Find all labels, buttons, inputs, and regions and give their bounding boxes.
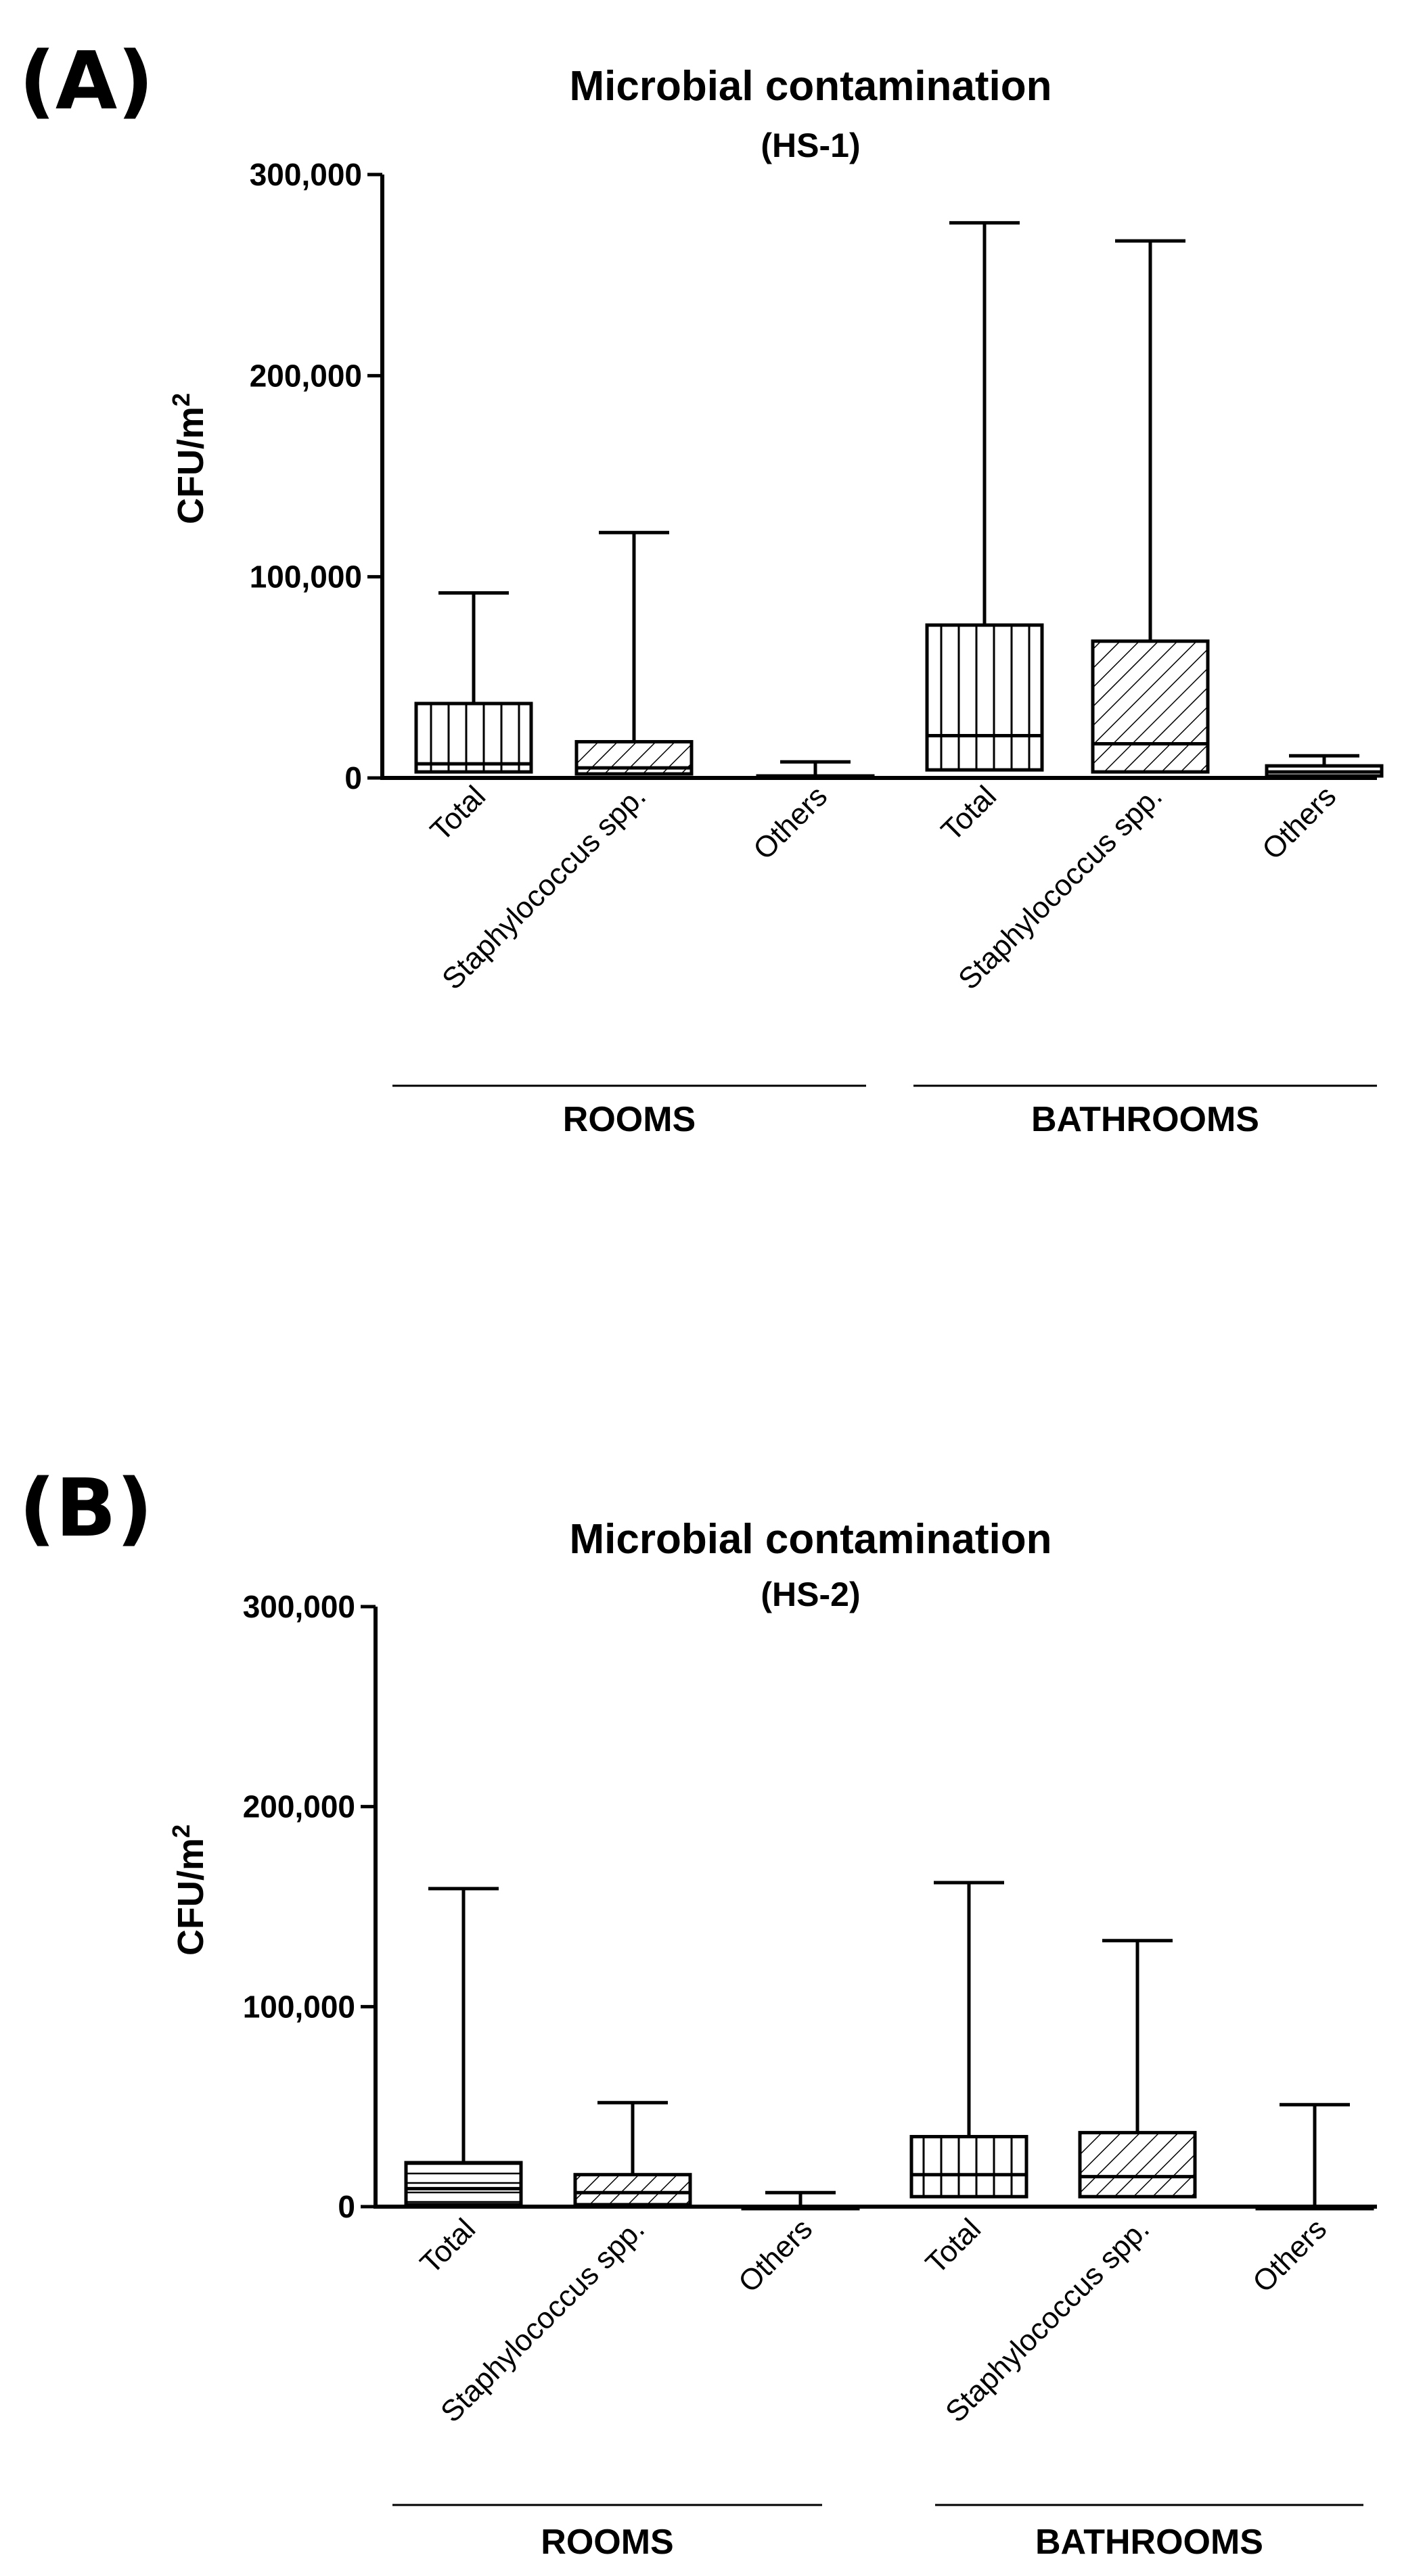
- box-plot: [909, 1881, 1028, 2199]
- panel-label-a: (A): [19, 34, 154, 127]
- box-plot: [1255, 2102, 1374, 2211]
- group-label: BATHROOMS: [1035, 2523, 1263, 2562]
- box-plot: [1265, 754, 1384, 778]
- y-tick-label: 200,000: [250, 358, 362, 393]
- box-iqr: [1091, 639, 1210, 774]
- y-ticks-b: 0 100,000 200,000 300,000: [243, 1589, 376, 2224]
- y-tick-label: 300,000: [250, 157, 362, 192]
- box-plot: [741, 2190, 860, 2211]
- chart-title-b: Microbial contamination: [569, 1516, 1051, 1563]
- y-tick-label: 300,000: [243, 1589, 355, 1624]
- axes-b: [374, 1607, 1377, 2209]
- y-tick-label: 0: [338, 2189, 355, 2224]
- box-plot: [404, 1887, 523, 2207]
- box-plot: [574, 530, 694, 776]
- axes-a: [380, 175, 1377, 780]
- panel-label-b: (B): [19, 1461, 153, 1555]
- group-label: ROOMS: [541, 2523, 673, 2562]
- box-iqr: [414, 702, 533, 774]
- box-plot: [573, 2100, 692, 2207]
- y-axis-label-b: CFU/m2: [167, 1824, 212, 1956]
- chart-subtitle-b: (HS-2): [761, 1576, 860, 1613]
- y-tick-label: 200,000: [243, 1789, 355, 1824]
- chart-panel-b: (B) Microbial contamination (HS-2) CFU/m…: [19, 1461, 1377, 2562]
- y-tick-label: 100,000: [250, 559, 362, 595]
- y-ticks-a: 0 100,000 200,000 300,000: [250, 157, 382, 796]
- box-iqr: [404, 2161, 523, 2207]
- group-label: ROOMS: [563, 1100, 696, 1139]
- x-category-label: Total: [424, 779, 492, 847]
- chart-panel-a: (A) Microbial contamination (HS-1) CFU/m…: [19, 34, 1384, 1139]
- group-label: BATHROOMS: [1031, 1100, 1259, 1139]
- box-iqr: [1078, 2131, 1197, 2199]
- box-plot: [1091, 239, 1210, 774]
- box-iqr: [909, 2135, 1028, 2199]
- x-category-label: Others: [747, 779, 834, 866]
- group-labels-a: ROOMS BATHROOMS: [392, 1084, 1377, 1139]
- x-category-label: Others: [1246, 2212, 1333, 2299]
- chart-title-a: Microbial contamination: [569, 63, 1051, 110]
- box-plot: [756, 760, 875, 780]
- boxes-a: [414, 221, 1384, 780]
- group-labels-b: ROOMS BATHROOMS: [392, 2504, 1363, 2562]
- boxes-b: [404, 1881, 1374, 2211]
- y-tick-label: 100,000: [243, 1989, 355, 2024]
- box-plot: [1078, 1939, 1197, 2199]
- y-tick-label: 0: [344, 760, 362, 796]
- box-plot: [414, 591, 533, 774]
- x-category-label: Total: [935, 779, 1003, 847]
- y-axis-label-a: CFU/m2: [167, 393, 212, 524]
- chart-subtitle-a: (HS-1): [761, 127, 860, 164]
- box-iqr: [925, 623, 1044, 772]
- box-iqr: [573, 2173, 692, 2207]
- box-plot: [925, 221, 1044, 772]
- x-category-label: Total: [414, 2212, 482, 2280]
- x-category-label: Others: [732, 2212, 819, 2299]
- x-category-label: Others: [1256, 779, 1342, 866]
- x-category-label: Total: [920, 2212, 987, 2280]
